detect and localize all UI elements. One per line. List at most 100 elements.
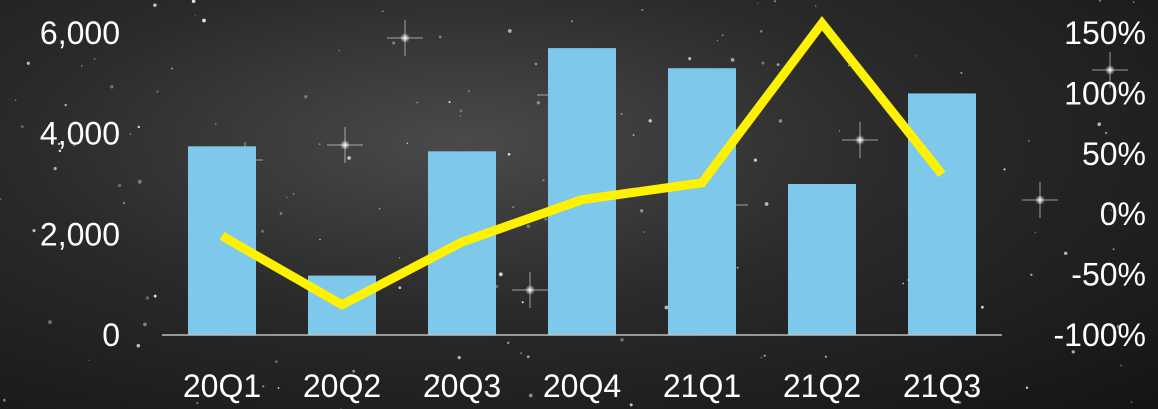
star-dot xyxy=(57,142,61,145)
star-dot xyxy=(1071,350,1075,354)
left-axis-tick-label: 0 xyxy=(102,317,120,353)
star-dot xyxy=(760,30,763,33)
star-dot xyxy=(757,2,759,4)
star-dot xyxy=(406,142,409,144)
star-dot xyxy=(778,119,783,123)
star-dot xyxy=(957,400,962,405)
star-dot xyxy=(774,0,776,3)
right-axis-tick-label: 150% xyxy=(1064,15,1146,51)
star-glint xyxy=(512,272,548,308)
x-axis-tick-label: 20Q2 xyxy=(303,368,381,404)
star-dot xyxy=(398,257,401,259)
star-glint xyxy=(842,122,878,158)
star-dot xyxy=(753,158,758,162)
star-dot xyxy=(1097,122,1102,127)
star-dot xyxy=(1124,32,1128,36)
star-dot xyxy=(981,305,984,309)
star-dot xyxy=(648,119,652,123)
right-axis-tick-label: -100% xyxy=(1054,317,1147,353)
star-dot xyxy=(1025,386,1029,389)
star-dot xyxy=(1116,324,1121,329)
star-dot xyxy=(571,20,574,23)
growth-rate-line xyxy=(219,15,946,310)
star-dot xyxy=(215,123,217,125)
star-glint xyxy=(1022,182,1058,218)
star-dot xyxy=(643,231,646,233)
star-dot xyxy=(838,130,841,132)
star-dot xyxy=(153,3,157,7)
star-dot xyxy=(308,390,310,392)
star-dot xyxy=(153,294,157,298)
star-dot xyxy=(0,198,2,201)
star-dot xyxy=(716,39,719,42)
x-axis-tick-label: 21Q2 xyxy=(783,368,861,404)
star-dot xyxy=(156,90,159,93)
star-dot xyxy=(519,352,523,355)
star-dot xyxy=(664,305,669,310)
star-dot xyxy=(542,179,545,182)
star-dot xyxy=(338,49,341,52)
star-dot xyxy=(26,61,30,65)
star-dot xyxy=(512,206,514,208)
star-dot xyxy=(117,183,122,188)
star-dot xyxy=(534,62,538,66)
star-dot xyxy=(620,113,623,116)
star-dot xyxy=(610,384,613,387)
star-dot xyxy=(763,354,766,357)
bar-series xyxy=(188,48,976,336)
star-dot xyxy=(2,398,6,402)
star-dot xyxy=(507,28,512,33)
star-dot xyxy=(620,338,624,342)
bar-20Q4 xyxy=(548,48,616,335)
star-dot xyxy=(304,95,308,99)
star-dot xyxy=(261,229,264,233)
star-dot xyxy=(632,134,635,136)
star-dot xyxy=(760,356,763,359)
star-dot xyxy=(815,5,817,7)
star-dot xyxy=(80,65,83,67)
star-dot xyxy=(521,301,524,304)
star-dot xyxy=(145,296,150,300)
star-dot xyxy=(721,34,724,37)
star-dot xyxy=(526,355,530,359)
star-dot xyxy=(286,196,288,199)
star-dot xyxy=(438,35,442,39)
left-axis-tick-label: 4,000 xyxy=(40,116,120,152)
star-dot xyxy=(129,133,132,135)
star-dot xyxy=(1027,139,1030,142)
star-dot xyxy=(1112,248,1115,251)
star-dot xyxy=(32,229,36,233)
star-dot xyxy=(392,41,396,45)
star-dot xyxy=(459,109,463,113)
star-dot xyxy=(275,360,278,363)
star-dot xyxy=(640,209,644,213)
star-dot xyxy=(736,266,739,269)
star-dot xyxy=(507,152,511,156)
star-dot xyxy=(64,103,67,107)
star-dot xyxy=(137,179,142,184)
star-dot xyxy=(347,156,351,160)
star-dot xyxy=(110,85,114,89)
star-dot xyxy=(58,149,62,153)
star-dot xyxy=(467,90,471,93)
right-axis-tick-label: 50% xyxy=(1082,136,1146,172)
star-dot xyxy=(137,125,140,129)
x-axis-tick-label: 21Q1 xyxy=(663,368,741,404)
star-dot xyxy=(122,201,126,205)
star-dot xyxy=(194,14,197,17)
star-dot xyxy=(1130,401,1133,404)
star-dot xyxy=(498,272,503,277)
left-axis-tick-label: 6,000 xyxy=(40,15,120,51)
star-dot xyxy=(688,57,692,61)
star-dot xyxy=(764,202,769,206)
star-glint xyxy=(1092,52,1128,88)
star-dot xyxy=(960,71,963,75)
star-dot xyxy=(1104,131,1108,135)
star-dot xyxy=(352,369,356,373)
star-dot xyxy=(914,55,917,57)
star-dot xyxy=(202,18,206,23)
right-axis-tick-label: 0% xyxy=(1100,196,1146,232)
x-axis-tick-label: 20Q4 xyxy=(543,368,621,404)
star-dot xyxy=(279,212,283,215)
